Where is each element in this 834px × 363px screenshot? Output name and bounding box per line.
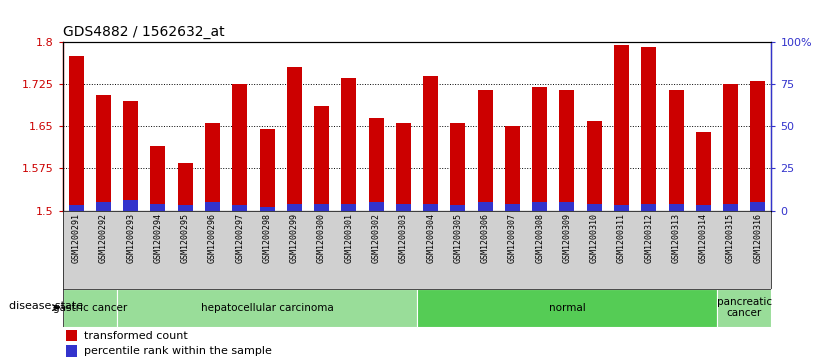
Bar — [63, 289, 117, 327]
Bar — [478, 90, 493, 211]
Text: GSM1200302: GSM1200302 — [372, 213, 380, 263]
Bar — [560, 202, 575, 211]
Bar — [96, 95, 111, 211]
Text: GSM1200310: GSM1200310 — [590, 213, 599, 263]
Bar — [751, 202, 766, 211]
Bar — [423, 204, 438, 211]
Bar — [205, 123, 220, 211]
Bar — [150, 146, 165, 211]
Text: GSM1200298: GSM1200298 — [263, 213, 272, 263]
Bar — [287, 67, 302, 211]
Bar — [396, 204, 411, 211]
Text: GSM1200309: GSM1200309 — [562, 213, 571, 263]
Bar — [696, 132, 711, 211]
Bar — [341, 204, 356, 211]
Text: GDS4882 / 1562632_at: GDS4882 / 1562632_at — [63, 25, 224, 39]
Bar — [68, 56, 83, 211]
Text: pancreatic
cancer: pancreatic cancer — [716, 297, 771, 318]
Text: GSM1200312: GSM1200312 — [644, 213, 653, 263]
Text: transformed count: transformed count — [83, 331, 188, 341]
Bar — [614, 45, 629, 211]
Bar — [505, 204, 520, 211]
Text: GSM1200313: GSM1200313 — [671, 213, 681, 263]
Bar — [369, 202, 384, 211]
Bar — [641, 204, 656, 211]
Bar — [532, 87, 547, 211]
Bar — [423, 76, 438, 211]
Bar — [751, 81, 766, 211]
Bar — [123, 101, 138, 211]
Bar — [532, 202, 547, 211]
Bar — [233, 84, 247, 211]
Bar — [396, 123, 411, 211]
Text: GSM1200307: GSM1200307 — [508, 213, 517, 263]
Text: hepatocellular carcinoma: hepatocellular carcinoma — [201, 303, 334, 313]
Bar — [259, 207, 274, 211]
Text: GSM1200305: GSM1200305 — [454, 213, 462, 263]
Bar — [717, 289, 771, 327]
Text: GSM1200293: GSM1200293 — [126, 213, 135, 263]
Text: GSM1200314: GSM1200314 — [699, 213, 708, 263]
Bar — [66, 330, 77, 341]
Text: percentile rank within the sample: percentile rank within the sample — [83, 346, 272, 356]
Bar — [417, 289, 717, 327]
Bar — [123, 200, 138, 211]
Text: GSM1200292: GSM1200292 — [99, 213, 108, 263]
Bar — [696, 205, 711, 211]
Bar — [505, 126, 520, 211]
Text: GSM1200308: GSM1200308 — [535, 213, 545, 263]
Bar — [178, 205, 193, 211]
Bar — [641, 48, 656, 211]
Text: normal: normal — [549, 303, 585, 313]
Text: GSM1200291: GSM1200291 — [72, 213, 81, 263]
Text: GSM1200300: GSM1200300 — [317, 213, 326, 263]
Bar — [150, 204, 165, 211]
Bar — [341, 78, 356, 211]
Bar — [369, 118, 384, 211]
Text: GSM1200315: GSM1200315 — [726, 213, 735, 263]
Bar — [614, 205, 629, 211]
Bar — [450, 123, 465, 211]
Bar — [259, 129, 274, 211]
Bar — [560, 90, 575, 211]
Bar — [314, 106, 329, 211]
Bar — [669, 204, 684, 211]
Text: GSM1200299: GSM1200299 — [289, 213, 299, 263]
Bar — [587, 121, 601, 211]
Text: disease state: disease state — [9, 301, 83, 311]
Bar — [96, 202, 111, 211]
Text: GSM1200316: GSM1200316 — [753, 213, 762, 263]
Text: GSM1200297: GSM1200297 — [235, 213, 244, 263]
Bar — [723, 84, 738, 211]
Bar — [450, 205, 465, 211]
Bar — [68, 205, 83, 211]
Bar — [66, 345, 77, 357]
Text: GSM1200311: GSM1200311 — [617, 213, 626, 263]
Text: GSM1200294: GSM1200294 — [153, 213, 163, 263]
Text: GSM1200306: GSM1200306 — [480, 213, 490, 263]
Text: GSM1200296: GSM1200296 — [208, 213, 217, 263]
Text: GSM1200301: GSM1200301 — [344, 213, 354, 263]
Bar — [233, 205, 247, 211]
Text: GSM1200295: GSM1200295 — [181, 213, 190, 263]
Bar — [178, 163, 193, 211]
Bar — [587, 204, 601, 211]
Bar — [669, 90, 684, 211]
Bar — [478, 202, 493, 211]
Text: GSM1200304: GSM1200304 — [426, 213, 435, 263]
Bar — [287, 204, 302, 211]
Bar — [723, 204, 738, 211]
Bar — [205, 202, 220, 211]
Bar — [117, 289, 417, 327]
Text: GSM1200303: GSM1200303 — [399, 213, 408, 263]
Text: gastric cancer: gastric cancer — [53, 303, 127, 313]
Bar — [314, 204, 329, 211]
